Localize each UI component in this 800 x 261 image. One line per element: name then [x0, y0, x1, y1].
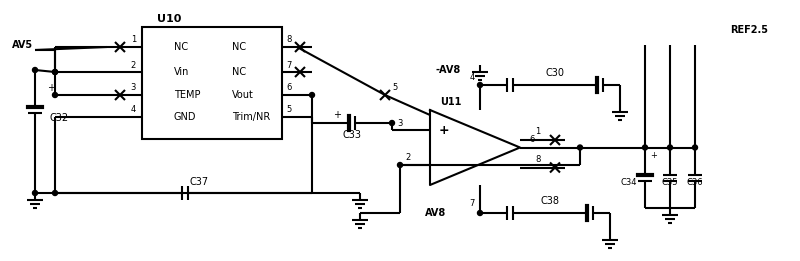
Circle shape — [478, 211, 482, 216]
Text: −: − — [438, 158, 450, 171]
Text: 3: 3 — [398, 118, 402, 128]
Text: NC: NC — [232, 67, 246, 77]
Circle shape — [53, 69, 58, 74]
Bar — [142, 27, 282, 139]
Text: +: + — [438, 123, 450, 137]
Text: C36: C36 — [686, 178, 703, 187]
Text: 5: 5 — [286, 105, 291, 115]
Circle shape — [53, 69, 58, 74]
Text: 3: 3 — [130, 84, 136, 92]
Text: 8: 8 — [286, 35, 291, 44]
Text: NC: NC — [174, 42, 188, 52]
Text: Vin: Vin — [174, 67, 190, 77]
Text: C33: C33 — [342, 130, 362, 140]
Text: +: + — [650, 151, 658, 160]
Text: C35: C35 — [662, 178, 678, 187]
Text: 5: 5 — [392, 84, 398, 92]
Text: 1: 1 — [130, 35, 136, 44]
Text: C34: C34 — [621, 178, 637, 187]
Circle shape — [642, 145, 647, 150]
Circle shape — [53, 92, 58, 98]
Text: +: + — [47, 83, 55, 93]
Text: GND: GND — [174, 112, 197, 122]
Text: 4: 4 — [470, 73, 475, 81]
Text: TEMP: TEMP — [174, 90, 201, 100]
Text: AV5: AV5 — [12, 40, 33, 50]
Text: Trim/NR: Trim/NR — [232, 112, 270, 122]
Text: AV8: AV8 — [425, 208, 446, 218]
Circle shape — [33, 191, 38, 195]
Text: 1: 1 — [535, 128, 541, 137]
Text: 8: 8 — [535, 155, 541, 164]
Text: 6: 6 — [286, 84, 291, 92]
Circle shape — [390, 121, 394, 126]
Circle shape — [310, 92, 314, 98]
Text: C30: C30 — [546, 68, 565, 78]
Text: REF2.5: REF2.5 — [730, 25, 768, 35]
Text: C32: C32 — [50, 113, 69, 123]
Circle shape — [33, 68, 38, 73]
Text: 2: 2 — [406, 153, 410, 163]
Text: U11: U11 — [440, 97, 462, 107]
Circle shape — [693, 145, 698, 150]
Text: Vout: Vout — [232, 90, 254, 100]
Text: U10: U10 — [157, 14, 182, 24]
Circle shape — [53, 191, 58, 195]
Text: 7: 7 — [286, 61, 291, 69]
Text: C38: C38 — [541, 196, 559, 206]
Circle shape — [478, 82, 482, 87]
Text: +: + — [333, 110, 341, 120]
Text: 2: 2 — [130, 61, 136, 69]
Text: C37: C37 — [190, 177, 209, 187]
Text: 6: 6 — [530, 135, 534, 144]
Text: 4: 4 — [130, 105, 136, 115]
Text: -AV8: -AV8 — [435, 65, 460, 75]
Text: 7: 7 — [470, 199, 475, 207]
Circle shape — [578, 145, 582, 150]
Circle shape — [398, 163, 402, 168]
Circle shape — [667, 145, 673, 150]
Text: NC: NC — [232, 42, 246, 52]
